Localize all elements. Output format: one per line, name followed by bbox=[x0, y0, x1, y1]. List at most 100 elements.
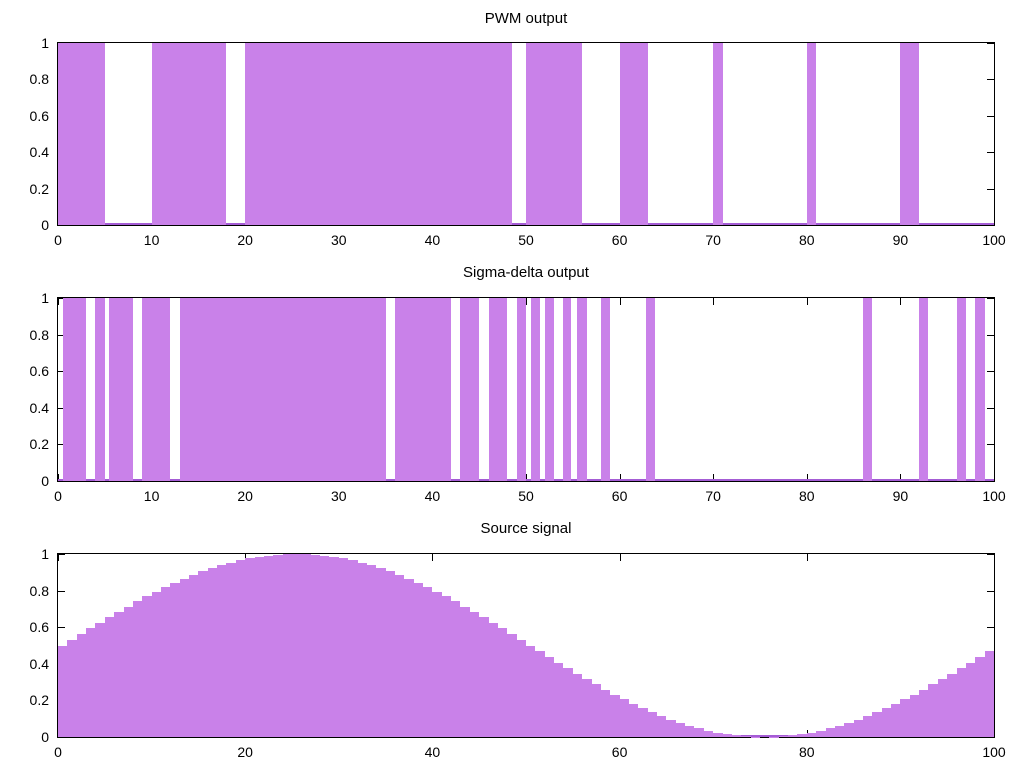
x-tick-mark-top bbox=[58, 554, 59, 561]
x-tick-label: 0 bbox=[54, 232, 62, 248]
signal-step-bar bbox=[142, 596, 152, 737]
signal-step-bar bbox=[891, 703, 901, 737]
signal-on-bar bbox=[563, 298, 571, 481]
signal-step-bar bbox=[694, 728, 704, 737]
y-tick-label: 1 bbox=[41, 290, 49, 306]
x-tick-label: 100 bbox=[982, 232, 1006, 248]
signal-step-bar bbox=[497, 628, 508, 737]
x-tick-label: 40 bbox=[424, 488, 441, 504]
y-tick-mark bbox=[58, 481, 65, 482]
y-tick-mark-right bbox=[987, 407, 994, 409]
x-tick-mark-top bbox=[994, 298, 995, 305]
signal-on-bar bbox=[516, 298, 526, 481]
x-tick-mark bbox=[994, 730, 995, 737]
y-tick-label: 0.6 bbox=[29, 363, 49, 380]
y-tick-label: 0.4 bbox=[29, 655, 49, 672]
signal-on-bar bbox=[713, 43, 723, 225]
y-tick-mark-right bbox=[987, 627, 994, 629]
y-tick-mark-right bbox=[987, 334, 994, 336]
y-tick-mark bbox=[58, 554, 65, 555]
y-tick-mark bbox=[58, 737, 65, 738]
signal-step-bar bbox=[862, 715, 873, 737]
x-tick-label: 10 bbox=[143, 232, 160, 248]
signal-step-bar bbox=[591, 684, 601, 737]
x-tick-label: 0 bbox=[54, 744, 62, 760]
signal-step-bar bbox=[320, 555, 330, 737]
signal-step-bar bbox=[348, 560, 358, 737]
signal-step-bar bbox=[806, 732, 817, 737]
signal-step-bar bbox=[394, 575, 405, 737]
signal-on-bar bbox=[619, 43, 648, 225]
signal-step-bar bbox=[385, 571, 395, 737]
signal-step-bar bbox=[975, 657, 985, 737]
y-tick-label: 0.2 bbox=[29, 692, 49, 709]
plot-area-pwm-output: 0 10 20 30 40 50 60 70 80 90 100 0 0.2 0.4 0.6 0.8 1 bbox=[30, 35, 1006, 248]
y-tick-mark-right bbox=[987, 590, 994, 592]
x-tick-label: 80 bbox=[799, 488, 815, 504]
signal-step-bar bbox=[956, 668, 966, 737]
signal-step-bar bbox=[292, 554, 302, 737]
y-tick-mark-right bbox=[987, 737, 994, 738]
x-tick-label: 90 bbox=[892, 232, 909, 248]
x-tick-label: 30 bbox=[331, 232, 347, 248]
x-tick-mark-top bbox=[58, 298, 59, 305]
signal-step-bar bbox=[647, 712, 658, 737]
y-tick-mark bbox=[58, 371, 65, 373]
signal-on-bar bbox=[394, 298, 452, 481]
signal-step-bar bbox=[114, 611, 124, 737]
signal-step-bar bbox=[825, 728, 835, 737]
x-tick-label: 0 bbox=[54, 488, 62, 504]
signal-step-bar bbox=[731, 735, 742, 737]
y-tick-label: 0.2 bbox=[29, 436, 49, 453]
signal-on-bar bbox=[919, 298, 929, 481]
y-tick-mark bbox=[58, 590, 65, 592]
signal-step-bar bbox=[460, 606, 470, 737]
signal-step-bar bbox=[432, 591, 442, 737]
signal-on-bar bbox=[142, 298, 171, 481]
signal-on-bar bbox=[460, 298, 480, 481]
plot-area-sigma-delta-output: 0 10 20 30 40 50 60 70 80 90 100 0 0.2 0.4 0.6 0.8 1 bbox=[30, 290, 1006, 504]
y-tick-mark bbox=[58, 407, 65, 409]
signal-on-bar bbox=[179, 298, 386, 481]
signal-step-bar bbox=[816, 730, 826, 737]
signal-step-bar bbox=[984, 651, 994, 737]
signal-on-bar bbox=[151, 43, 227, 225]
chart-title-source-signal: Source signal bbox=[480, 520, 572, 537]
signal-step-bar bbox=[881, 708, 892, 737]
signal-step-bar bbox=[67, 639, 77, 737]
signal-step-bar bbox=[544, 657, 555, 737]
signal-step-bar bbox=[909, 694, 920, 737]
x-tick-mark bbox=[58, 474, 59, 481]
signal-step-bar bbox=[226, 562, 236, 737]
y-tick-mark bbox=[58, 298, 65, 299]
y-tick-label: 0.6 bbox=[29, 107, 49, 124]
signal-step-bar bbox=[619, 699, 629, 737]
y-tick-label: 0.4 bbox=[29, 399, 49, 416]
signal-step-bar bbox=[638, 708, 648, 737]
x-tick-label: 80 bbox=[799, 232, 815, 248]
signal-step-bar bbox=[170, 582, 180, 737]
signal-step-bar bbox=[413, 582, 424, 737]
signal-on-bar bbox=[900, 43, 920, 225]
x-tick-mark-top bbox=[900, 298, 902, 305]
signal-step-bar bbox=[179, 578, 190, 737]
signal-on-bar bbox=[109, 298, 133, 481]
y-tick-label: 0.8 bbox=[29, 582, 49, 599]
signal-step-bar bbox=[376, 568, 386, 737]
signal-step-bar bbox=[357, 562, 367, 737]
signal-step-bar bbox=[273, 554, 283, 737]
signal-step-bar bbox=[572, 673, 583, 737]
signal-step-bar bbox=[872, 712, 882, 737]
zero-baseline bbox=[58, 479, 994, 481]
x-tick-mark-top bbox=[432, 554, 434, 561]
y-tick-label: 0 bbox=[41, 217, 49, 233]
x-tick-mark-top bbox=[245, 554, 247, 561]
signal-step-bar bbox=[160, 587, 171, 737]
x-tick-label: 60 bbox=[611, 744, 628, 760]
signal-on-bar bbox=[577, 298, 587, 481]
y-tick-mark-right bbox=[987, 481, 994, 482]
chart-title-sigma-delta-output: Sigma-delta output bbox=[463, 264, 589, 281]
x-tick-mark-top bbox=[994, 554, 995, 561]
signal-step-bar bbox=[76, 633, 87, 737]
y-tick-label: 0.8 bbox=[29, 326, 49, 343]
